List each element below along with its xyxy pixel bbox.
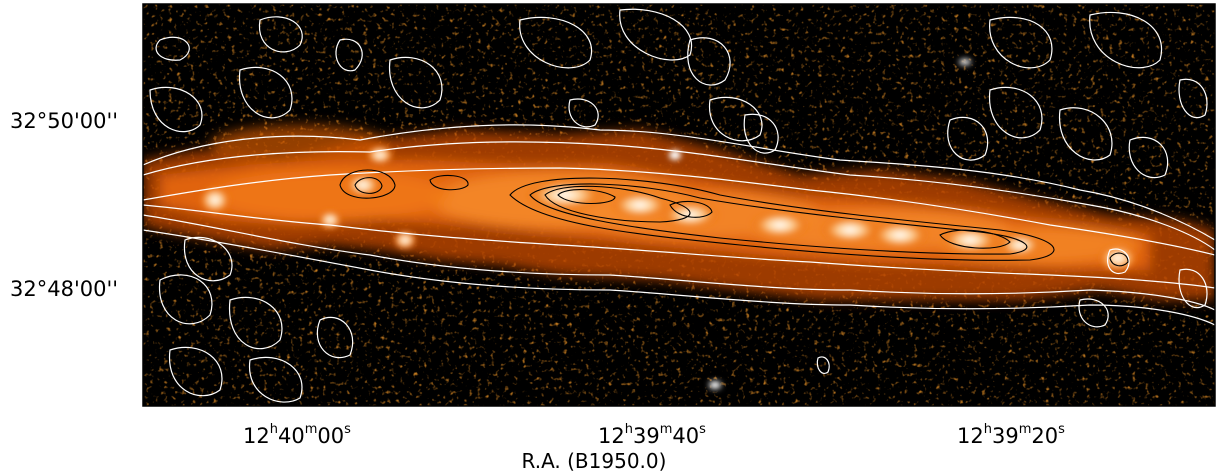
x-tick-unit-h: h: [984, 422, 992, 437]
plot-frame: [142, 3, 1216, 407]
x-tick-unit-s: s: [1058, 422, 1065, 437]
x-tick-label: 12h40m00s: [243, 422, 351, 448]
x-tick-unit-s: s: [699, 422, 706, 437]
x-tick-hours: 12: [243, 424, 270, 448]
image-panel: [143, 4, 1215, 406]
x-tick-seconds: 00: [317, 424, 344, 448]
contours-inner: [339, 169, 1129, 267]
x-tick-label: 12h39m20s: [957, 422, 1065, 448]
x-tick-unit-s: s: [344, 422, 351, 437]
x-tick-unit-h: h: [270, 422, 278, 437]
x-tick-seconds: 40: [672, 424, 699, 448]
x-tick-minutes: 39: [992, 424, 1019, 448]
x-tick-hours: 12: [957, 424, 984, 448]
x-tick-minutes: 39: [633, 424, 660, 448]
x-tick-unit-m: m: [305, 422, 318, 437]
x-tick-minutes: 40: [278, 424, 305, 448]
contours-outer: [143, 8, 1215, 403]
x-tick-unit-m: m: [660, 422, 673, 437]
x-tick-seconds: 20: [1031, 424, 1058, 448]
x-tick-unit-h: h: [625, 422, 633, 437]
x-tick-hours: 12: [598, 424, 625, 448]
x-tick-label: 12h39m40s: [598, 422, 706, 448]
y-tick-label: 32°48'00'': [10, 277, 118, 301]
x-tick-unit-m: m: [1019, 422, 1032, 437]
x-axis-label: R.A. (B1950.0): [522, 449, 667, 473]
y-tick-label: 32°50'00'': [10, 109, 118, 133]
